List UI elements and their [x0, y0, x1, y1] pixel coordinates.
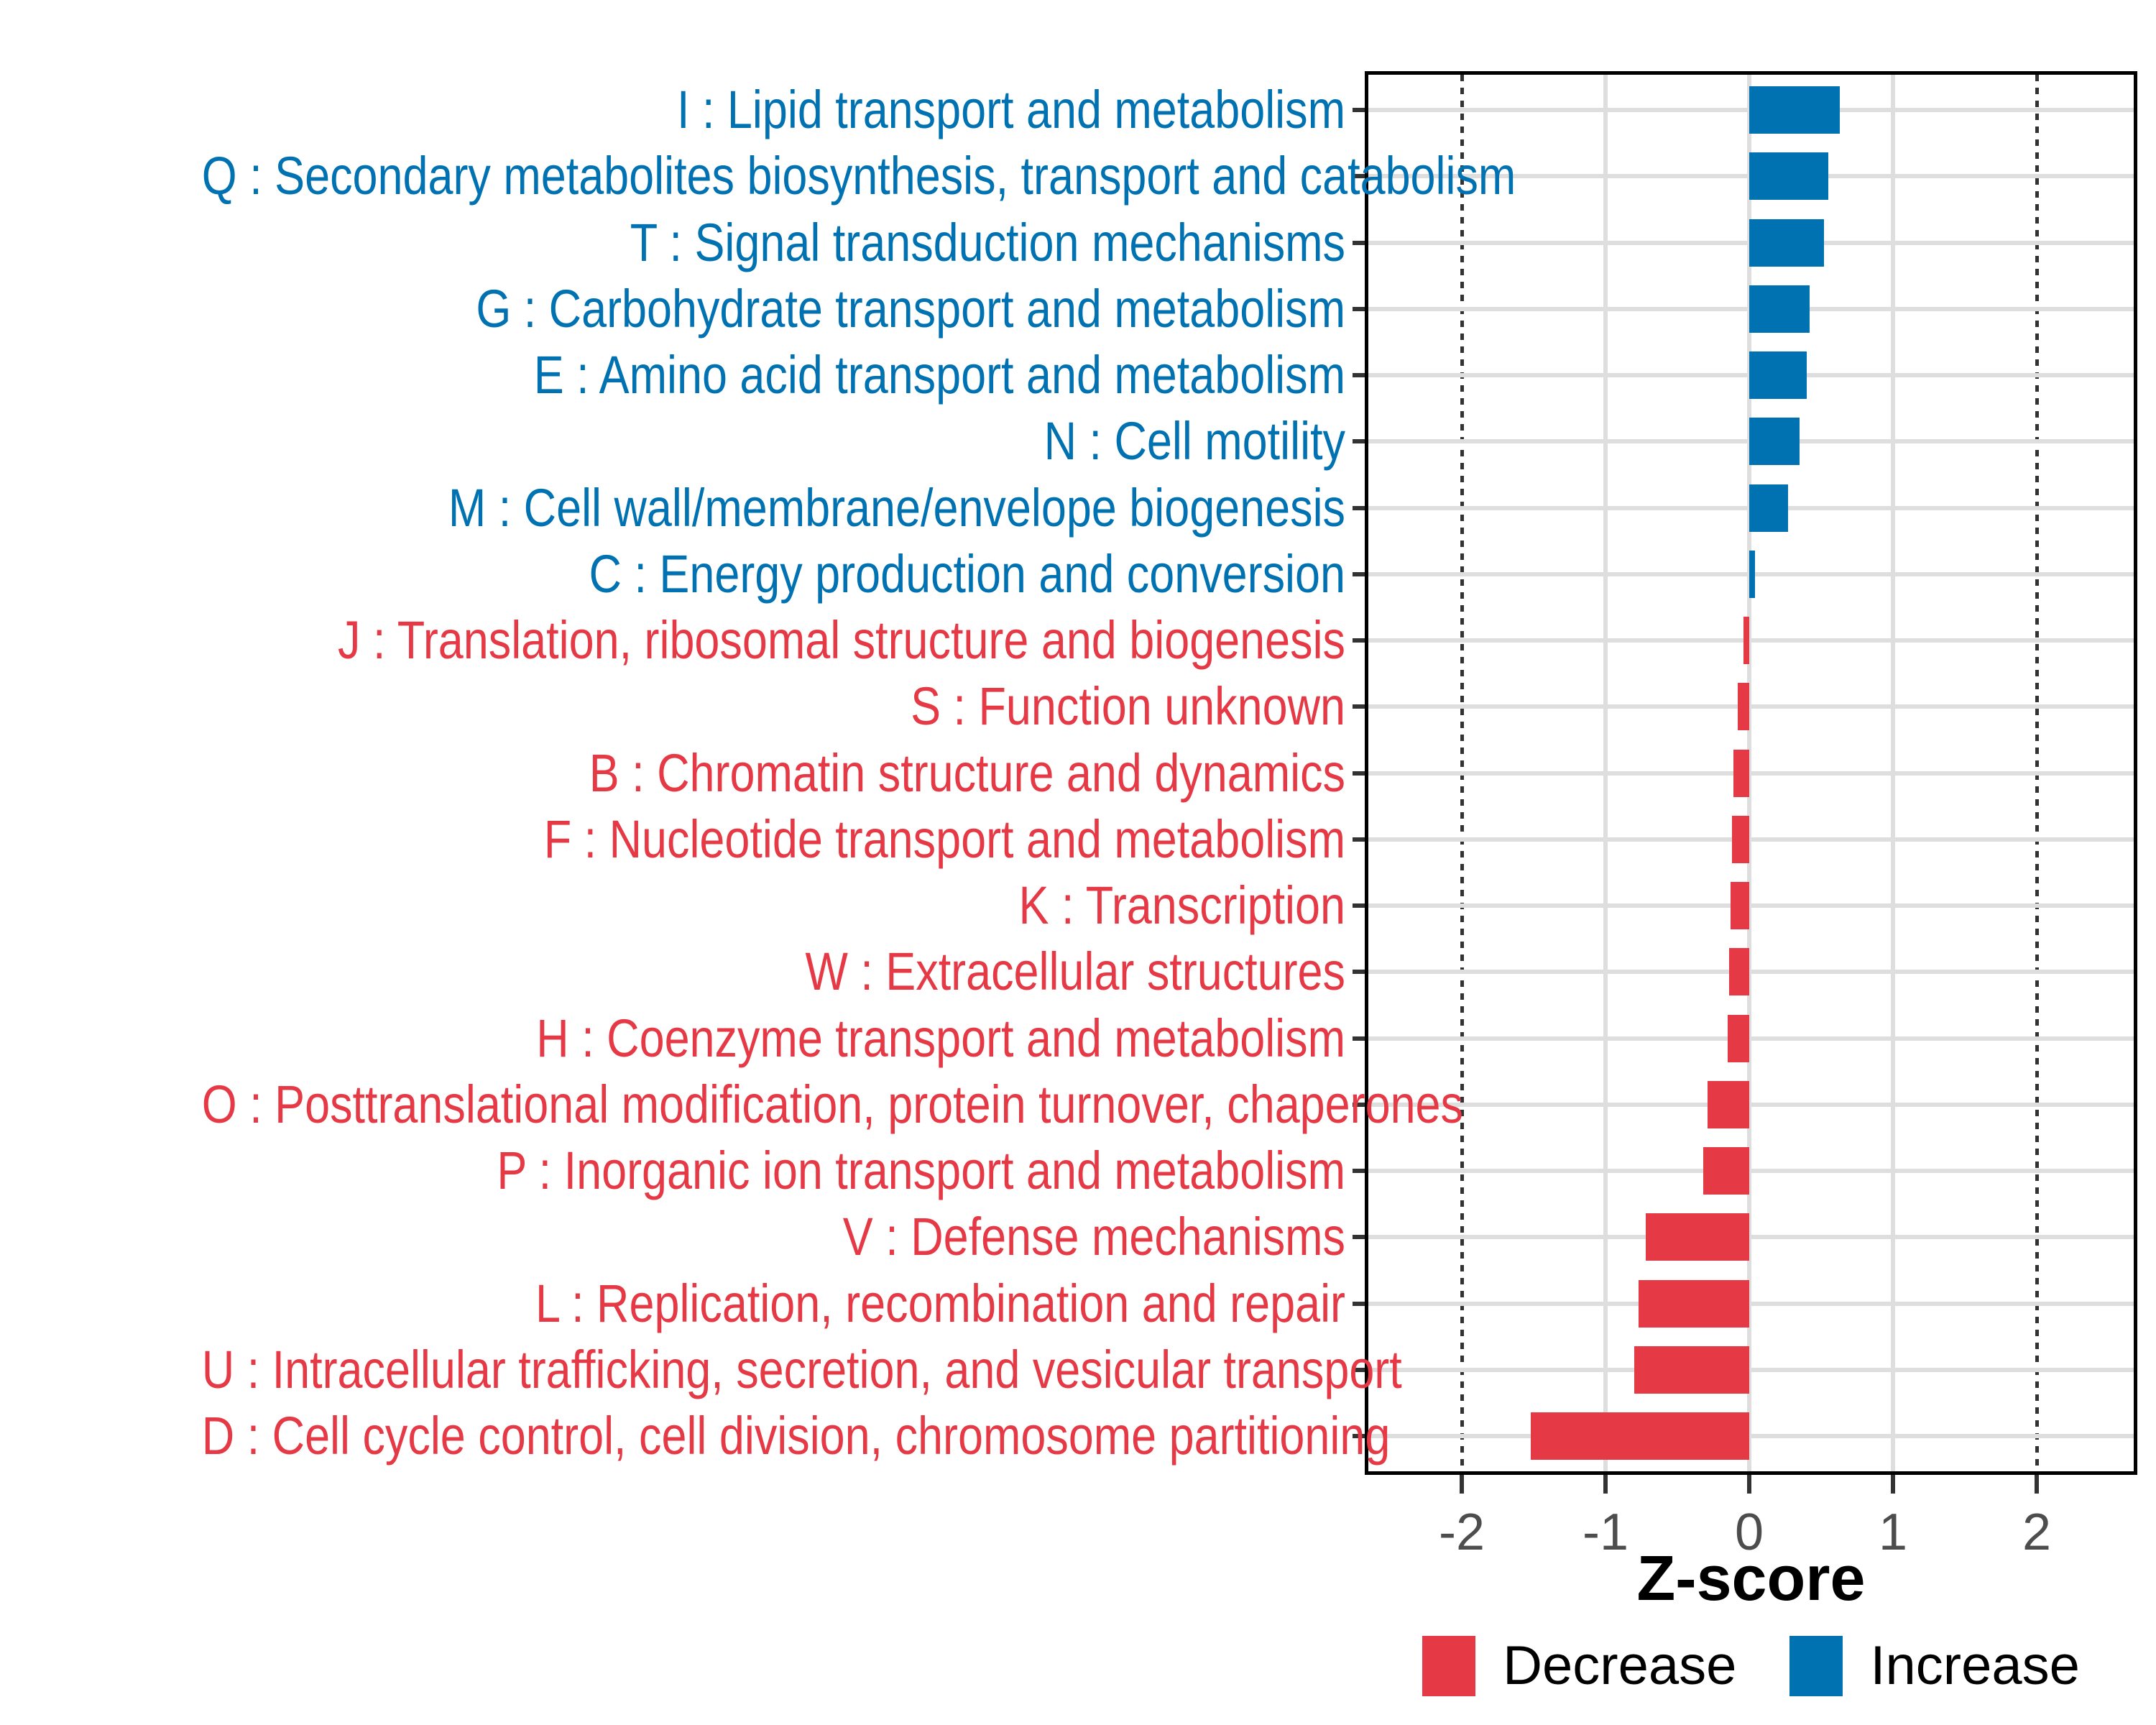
bar-H — [1728, 1014, 1749, 1062]
x-tick-2 — [2035, 1475, 2039, 1494]
bar-F — [1732, 815, 1749, 863]
x-tick-0 — [1747, 1475, 1751, 1494]
y-tick-K — [1353, 903, 1365, 908]
category-label-W: W : Extracellular structures — [805, 942, 1345, 1002]
gridline-y-J — [1368, 638, 2134, 643]
bar-O — [1708, 1080, 1749, 1128]
gridline-y-O — [1368, 1102, 2134, 1107]
legend-item-increase: Increase — [1789, 1633, 2080, 1699]
x-tick-label--2: -2 — [1438, 1504, 1485, 1561]
y-tick-J — [1353, 638, 1365, 643]
category-label-E: E : Amino acid transport and metabolism — [533, 345, 1345, 405]
category-label-L: L : Replication, recombination and repai… — [535, 1273, 1345, 1333]
y-tick-O — [1353, 1102, 1365, 1107]
x-tick--1 — [1603, 1475, 1608, 1494]
y-tick-E — [1353, 373, 1365, 377]
bar-J — [1743, 617, 1749, 664]
category-label-H: H : Coenzyme transport and metabolism — [536, 1008, 1345, 1068]
bar-D — [1531, 1412, 1749, 1460]
gridline-y-L — [1368, 1301, 2134, 1306]
bar-U — [1634, 1346, 1749, 1394]
x-tick--2 — [1460, 1475, 1464, 1494]
y-tick-B — [1353, 770, 1365, 776]
y-tick-H — [1353, 1036, 1365, 1041]
category-label-S: S : Function unknown — [911, 676, 1345, 737]
plot-panel — [1365, 71, 2137, 1475]
gridline-y-V — [1368, 1235, 2134, 1240]
y-tick-L — [1353, 1301, 1365, 1306]
category-label-N: N : Cell motility — [1044, 411, 1345, 472]
x-tick-label-0: 0 — [1734, 1504, 1764, 1561]
gridline-y-H — [1368, 1036, 2134, 1041]
bar-S — [1738, 683, 1749, 731]
legend-swatch-decrease — [1422, 1636, 1476, 1696]
gridline-y-W — [1368, 970, 2134, 975]
category-label-O: O : Posttranslational modification, prot… — [201, 1074, 1463, 1134]
bar-C — [1749, 550, 1755, 598]
category-label-G: G : Carbohydrate transport and metabolis… — [476, 278, 1345, 339]
category-label-B: B : Chromatin structure and dynamics — [589, 742, 1346, 803]
bar-G — [1749, 285, 1810, 333]
category-label-I: I : Lipid transport and metabolism — [677, 80, 1345, 139]
bar-I — [1749, 86, 1840, 134]
bar-K — [1731, 882, 1749, 929]
legend-label-decrease: Decrease — [1503, 1635, 1737, 1696]
bar-B — [1733, 749, 1749, 797]
x-axis-title: Z-score — [1636, 1542, 1866, 1614]
bar-T — [1749, 218, 1824, 267]
bar-L — [1639, 1279, 1749, 1328]
y-tick-N — [1353, 439, 1365, 444]
category-label-M: M : Cell wall/membrane/envelope biogenes… — [448, 477, 1345, 538]
y-tick-W — [1353, 970, 1365, 975]
y-tick-C — [1353, 571, 1365, 576]
y-tick-D — [1353, 1434, 1365, 1438]
y-tick-Q — [1353, 174, 1365, 179]
gridline-y-B — [1368, 770, 2134, 776]
y-tick-G — [1353, 306, 1365, 311]
category-label-T: T : Signal transduction mechanisms — [630, 212, 1345, 272]
category-label-P: P : Inorganic ion transport and metaboli… — [497, 1141, 1345, 1200]
category-label-K: K : Transcription — [1018, 875, 1345, 935]
bar-W — [1729, 948, 1749, 996]
legend-item-decrease: Decrease — [1422, 1633, 1736, 1699]
y-tick-T — [1353, 240, 1365, 245]
bar-P — [1703, 1147, 1749, 1195]
category-label-F: F : Nucleotide transport and metabolism — [543, 809, 1345, 869]
legend: Decrease Increase — [1365, 1633, 2137, 1699]
legend-label-increase: Increase — [1870, 1635, 2080, 1696]
category-label-U: U : Intracellular trafficking, secretion… — [201, 1339, 1402, 1399]
gridline-y-S — [1368, 704, 2134, 709]
y-tick-U — [1353, 1367, 1365, 1372]
gridline-y-P — [1368, 1169, 2134, 1173]
legend-swatch-increase — [1789, 1636, 1843, 1696]
y-tick-S — [1353, 704, 1365, 709]
gridline-y-K — [1368, 903, 2134, 908]
category-label-J: J : Translation, ribosomal structure and… — [338, 610, 1346, 670]
y-tick-I — [1353, 108, 1365, 112]
gridline-y-D — [1368, 1434, 2134, 1438]
y-tick-F — [1353, 837, 1365, 842]
bar-E — [1749, 351, 1807, 399]
category-label-V: V : Defense mechanisms — [842, 1207, 1345, 1267]
x-tick-label-2: 2 — [2022, 1504, 2052, 1561]
gridline-y-F — [1368, 837, 2134, 842]
x-tick-label-1: 1 — [1878, 1504, 1908, 1561]
gridline-y-U — [1368, 1367, 2134, 1372]
category-label-C: C : Energy production and conversion — [589, 543, 1345, 604]
y-tick-M — [1353, 505, 1365, 510]
bar-M — [1749, 484, 1788, 532]
bar-Q — [1749, 152, 1828, 201]
category-label-D: D : Cell cycle control, cell division, c… — [201, 1406, 1391, 1466]
category-label-Q: Q : Secondary metabolites biosynthesis, … — [201, 146, 1516, 206]
y-tick-V — [1353, 1235, 1365, 1240]
bar-N — [1749, 418, 1800, 466]
bar-V — [1646, 1213, 1749, 1261]
x-tick-label--1: -1 — [1582, 1504, 1629, 1561]
x-tick-1 — [1891, 1475, 1895, 1494]
y-tick-P — [1353, 1169, 1365, 1173]
